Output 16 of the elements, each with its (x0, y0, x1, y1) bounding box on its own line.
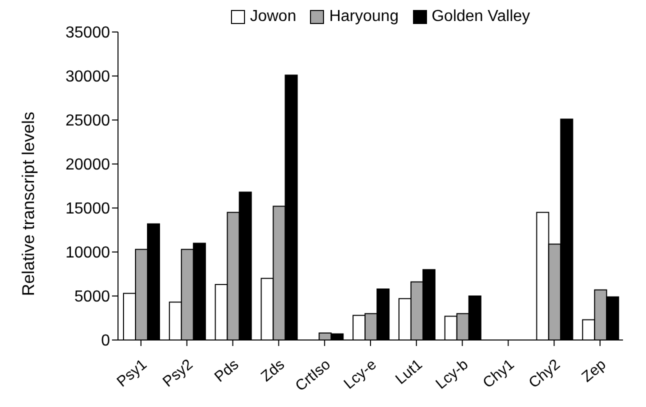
y-tick-label: 15000 (66, 200, 110, 218)
y-tick-label: 35000 (66, 24, 110, 42)
y-tick-label: 5000 (74, 288, 110, 306)
y-tick-label: 10000 (66, 244, 110, 262)
y-tick-label: 20000 (66, 156, 110, 174)
x-tick-label: Pds (211, 356, 242, 386)
y-tick-label: 25000 (66, 112, 110, 130)
x-tick-label: Lut1 (392, 356, 426, 388)
legend-label: Golden Valley (432, 8, 530, 26)
x-tick-label: Zep (578, 356, 610, 386)
legend-label: Jowon (250, 8, 296, 26)
legend-label: Haryoung (329, 8, 399, 26)
y-axis-title: Relative transcript levels (19, 112, 38, 296)
y-tick-label: 0 (101, 332, 110, 350)
x-tick-label: Zds (258, 356, 288, 386)
y-tick-label: 30000 (66, 68, 110, 86)
